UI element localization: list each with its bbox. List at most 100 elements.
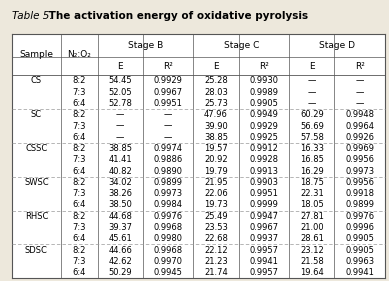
Text: 22.12: 22.12 <box>204 246 228 255</box>
Text: 34.02: 34.02 <box>108 178 132 187</box>
Text: 19.57: 19.57 <box>204 144 228 153</box>
Text: Table 5.: Table 5. <box>12 11 52 21</box>
Text: 0.9930: 0.9930 <box>249 76 279 85</box>
Text: 22.06: 22.06 <box>204 189 228 198</box>
Text: 0.9929: 0.9929 <box>249 121 279 130</box>
Text: 7:3: 7:3 <box>73 189 86 198</box>
Text: 0.9968: 0.9968 <box>154 223 183 232</box>
Text: 52.05: 52.05 <box>109 88 132 97</box>
Text: 57.58: 57.58 <box>300 133 324 142</box>
Text: —: — <box>164 110 172 119</box>
Text: SDSC: SDSC <box>25 246 48 255</box>
Text: 0.9918: 0.9918 <box>345 189 374 198</box>
Text: 39.90: 39.90 <box>204 121 228 130</box>
Text: 7:3: 7:3 <box>73 257 86 266</box>
Text: 0.9968: 0.9968 <box>154 246 183 255</box>
Text: 39.37: 39.37 <box>108 223 132 232</box>
Text: 0.9996: 0.9996 <box>345 223 374 232</box>
Text: 27.81: 27.81 <box>300 212 324 221</box>
Text: 19.73: 19.73 <box>204 200 228 209</box>
Text: 0.9905: 0.9905 <box>345 234 374 243</box>
Text: 7:3: 7:3 <box>73 88 86 97</box>
Text: 16.33: 16.33 <box>300 144 324 153</box>
Text: 38.85: 38.85 <box>108 144 132 153</box>
Text: 0.9899: 0.9899 <box>345 200 374 209</box>
Text: —: — <box>308 99 316 108</box>
Text: E: E <box>117 62 123 71</box>
Text: 0.9967: 0.9967 <box>249 223 279 232</box>
Text: 0.9913: 0.9913 <box>249 167 279 176</box>
Text: 21.74: 21.74 <box>204 268 228 277</box>
Text: 0.9976: 0.9976 <box>154 212 183 221</box>
Text: R²: R² <box>163 62 173 71</box>
Text: 0.9941: 0.9941 <box>249 257 279 266</box>
Text: 0.9926: 0.9926 <box>345 133 374 142</box>
Text: —: — <box>116 133 124 142</box>
Text: —: — <box>164 133 172 142</box>
Text: R²: R² <box>355 62 365 71</box>
Text: 0.9973: 0.9973 <box>345 167 374 176</box>
Text: 40.82: 40.82 <box>108 167 132 176</box>
Text: E: E <box>213 62 219 71</box>
Text: —: — <box>308 88 316 97</box>
Text: 0.9886: 0.9886 <box>154 155 183 164</box>
Text: 0.9984: 0.9984 <box>154 200 182 209</box>
Text: 0.9928: 0.9928 <box>249 155 279 164</box>
Text: 0.9967: 0.9967 <box>154 88 183 97</box>
Text: 21.00: 21.00 <box>300 223 324 232</box>
Text: —: — <box>308 76 316 85</box>
Text: —: — <box>356 76 364 85</box>
Text: —: — <box>356 88 364 97</box>
Text: 19.64: 19.64 <box>300 268 324 277</box>
Text: 0.9951: 0.9951 <box>154 99 182 108</box>
Text: Stage C: Stage C <box>224 41 259 50</box>
Text: 0.9957: 0.9957 <box>249 268 279 277</box>
Text: 0.9948: 0.9948 <box>345 110 374 119</box>
Text: 23.53: 23.53 <box>204 223 228 232</box>
Text: 8:2: 8:2 <box>73 110 86 119</box>
Text: 6:4: 6:4 <box>73 268 86 277</box>
Text: 8:2: 8:2 <box>73 144 86 153</box>
Text: —: — <box>116 110 124 119</box>
Text: R²: R² <box>259 62 269 71</box>
Text: 8:2: 8:2 <box>73 246 86 255</box>
Text: 38.50: 38.50 <box>108 200 132 209</box>
Text: 0.9956: 0.9956 <box>345 178 374 187</box>
Text: 7:3: 7:3 <box>73 223 86 232</box>
Text: 25.28: 25.28 <box>204 76 228 85</box>
Text: CS: CS <box>31 76 42 85</box>
Text: 23.12: 23.12 <box>300 246 324 255</box>
Text: 0.9925: 0.9925 <box>249 133 279 142</box>
Text: 38.85: 38.85 <box>204 133 228 142</box>
Text: 22.31: 22.31 <box>300 189 324 198</box>
Text: 18.05: 18.05 <box>300 200 324 209</box>
Text: 0.9947: 0.9947 <box>249 212 279 221</box>
Text: 0.9956: 0.9956 <box>345 155 374 164</box>
Text: 25.73: 25.73 <box>204 99 228 108</box>
Text: 0.9976: 0.9976 <box>345 212 374 221</box>
Text: 54.45: 54.45 <box>109 76 132 85</box>
Text: 7:3: 7:3 <box>73 155 86 164</box>
Text: 38.26: 38.26 <box>108 189 132 198</box>
Text: Stage D: Stage D <box>319 41 355 50</box>
Text: —: — <box>116 121 124 130</box>
Text: 21.58: 21.58 <box>300 257 324 266</box>
Text: 0.9989: 0.9989 <box>249 88 279 97</box>
Text: 0.9945: 0.9945 <box>154 268 182 277</box>
Text: 0.9899: 0.9899 <box>154 178 182 187</box>
Text: RHSC: RHSC <box>25 212 48 221</box>
Text: 8:2: 8:2 <box>73 212 86 221</box>
Text: 50.29: 50.29 <box>109 268 132 277</box>
Text: 0.9970: 0.9970 <box>154 257 182 266</box>
Text: 0.9974: 0.9974 <box>154 144 182 153</box>
Text: 0.9969: 0.9969 <box>345 144 374 153</box>
Text: 0.9912: 0.9912 <box>249 144 279 153</box>
Text: 16.85: 16.85 <box>300 155 324 164</box>
Text: 18.75: 18.75 <box>300 178 324 187</box>
Text: 6:4: 6:4 <box>73 234 86 243</box>
Text: E: E <box>309 62 315 71</box>
Text: 60.29: 60.29 <box>300 110 324 119</box>
Text: 0.9890: 0.9890 <box>154 167 182 176</box>
Text: 6:4: 6:4 <box>73 167 86 176</box>
Text: 0.9999: 0.9999 <box>249 200 279 209</box>
